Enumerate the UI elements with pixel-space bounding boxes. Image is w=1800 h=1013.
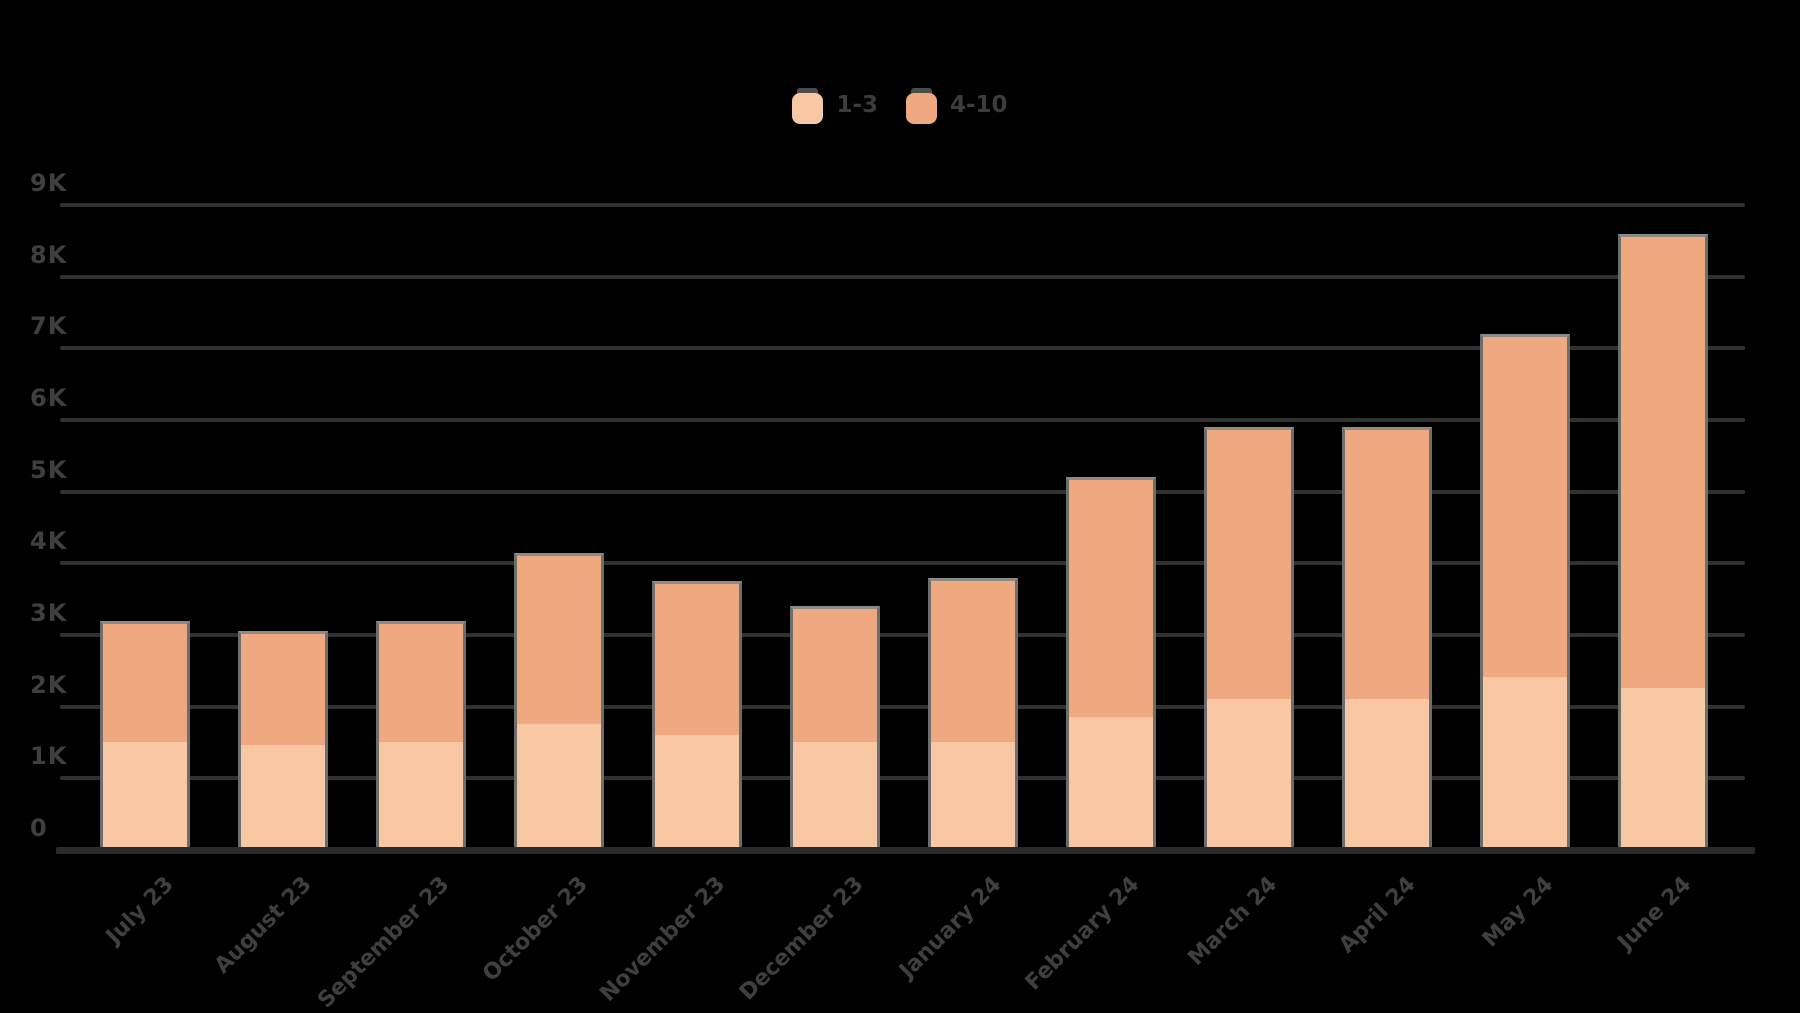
y-tick-label-7K: 7K bbox=[30, 312, 68, 341]
x-tick-label-march-24: March 24 bbox=[1183, 872, 1283, 971]
x-tick-label-january-24: January 24 bbox=[895, 872, 1007, 984]
bar-august-23[interactable] bbox=[238, 631, 328, 850]
y-tick-label-9K: 9K bbox=[30, 169, 68, 198]
bar-september-23[interactable] bbox=[376, 620, 466, 850]
bar-segment-1-3[interactable] bbox=[793, 741, 877, 850]
legend-label-1-3: 1-3 bbox=[836, 92, 878, 118]
bar-segment-4-10[interactable] bbox=[1621, 236, 1705, 689]
bar-february-24[interactable] bbox=[1066, 477, 1156, 850]
bar-segment-4-10[interactable] bbox=[1069, 480, 1153, 717]
y-tick-label-2K: 2K bbox=[30, 670, 68, 699]
bar-segment-4-10[interactable] bbox=[931, 580, 1015, 742]
gridline-5K bbox=[60, 489, 1745, 494]
bar-segment-1-3[interactable] bbox=[517, 724, 601, 850]
x-tick-label-february-24: February 24 bbox=[1021, 872, 1145, 996]
legend-swatch-4-10 bbox=[906, 93, 937, 124]
bar-segment-4-10[interactable] bbox=[1207, 430, 1291, 699]
legend-swatch-wrap bbox=[792, 88, 824, 124]
y-tick-label-3K: 3K bbox=[30, 599, 68, 628]
legend-swatch-wrap bbox=[906, 88, 937, 124]
legend-swatch-1-3 bbox=[792, 93, 824, 124]
gridline-2K bbox=[60, 704, 1745, 709]
bar-segment-1-3[interactable] bbox=[1069, 716, 1153, 850]
bar-segment-1-3[interactable] bbox=[379, 741, 463, 850]
x-tick-label-may-24: May 24 bbox=[1478, 872, 1559, 953]
x-tick-label-april-24: April 24 bbox=[1334, 872, 1421, 959]
bar-segment-4-10[interactable] bbox=[655, 584, 739, 735]
bar-june-24[interactable] bbox=[1618, 233, 1708, 850]
bar-segment-1-3[interactable] bbox=[931, 741, 1015, 850]
bar-segment-1-3[interactable] bbox=[1621, 688, 1705, 850]
legend-item-4-10[interactable]: 4-10 bbox=[906, 88, 1008, 124]
bar-segment-4-10[interactable] bbox=[379, 623, 463, 742]
y-tick-label-8K: 8K bbox=[30, 240, 68, 269]
bar-december-23[interactable] bbox=[790, 606, 880, 850]
gridline-7K bbox=[60, 346, 1745, 351]
legend-item-1-3[interactable]: 1-3 bbox=[792, 88, 878, 124]
y-tick-label-6K: 6K bbox=[30, 384, 68, 413]
gridline-4K bbox=[60, 561, 1745, 566]
bar-segment-4-10[interactable] bbox=[517, 555, 601, 724]
gridline-9K bbox=[60, 203, 1745, 208]
bar-segment-1-3[interactable] bbox=[1345, 698, 1429, 850]
gridline-6K bbox=[60, 418, 1745, 423]
x-axis-line bbox=[56, 847, 1755, 854]
bar-october-23[interactable] bbox=[514, 552, 604, 850]
bar-segment-4-10[interactable] bbox=[1345, 430, 1429, 699]
legend-label-4-10: 4-10 bbox=[950, 92, 1008, 118]
bar-segment-4-10[interactable] bbox=[793, 609, 877, 742]
bar-segment-4-10[interactable] bbox=[103, 623, 187, 742]
x-tick-label-october-23: October 23 bbox=[478, 872, 593, 987]
x-tick-label-august-23: August 23 bbox=[209, 872, 317, 979]
bar-march-24[interactable] bbox=[1204, 427, 1294, 850]
y-tick-label-1K: 1K bbox=[30, 742, 68, 771]
bar-segment-1-3[interactable] bbox=[1207, 698, 1291, 850]
y-tick-label-0: 0 bbox=[30, 814, 48, 842]
x-tick-label-november-23: November 23 bbox=[595, 872, 731, 1007]
y-tick-label-4K: 4K bbox=[30, 527, 68, 556]
chart-legend: 1-3 4-10 bbox=[0, 88, 1800, 124]
bar-april-24[interactable] bbox=[1342, 427, 1432, 850]
x-tick-label-september-23: September 23 bbox=[313, 872, 455, 1013]
bar-segment-1-3[interactable] bbox=[103, 741, 187, 850]
x-tick-label-june-24: June 24 bbox=[1613, 872, 1697, 956]
bar-segment-4-10[interactable] bbox=[241, 634, 325, 746]
bar-segment-1-3[interactable] bbox=[655, 734, 739, 850]
gridline-3K bbox=[60, 633, 1745, 638]
bar-july-23[interactable] bbox=[100, 620, 190, 850]
x-tick-label-july-23: July 23 bbox=[101, 872, 179, 950]
x-tick-label-december-23: December 23 bbox=[735, 872, 869, 1006]
gridline-8K bbox=[60, 274, 1745, 279]
bar-may-24[interactable] bbox=[1480, 334, 1570, 850]
bar-segment-1-3[interactable] bbox=[1483, 677, 1567, 850]
bar-january-24[interactable] bbox=[928, 577, 1018, 850]
y-tick-label-5K: 5K bbox=[30, 455, 68, 484]
bar-november-23[interactable] bbox=[652, 581, 742, 850]
bar-segment-4-10[interactable] bbox=[1483, 337, 1567, 678]
bar-segment-1-3[interactable] bbox=[241, 745, 325, 850]
gridline-1K bbox=[60, 776, 1745, 781]
